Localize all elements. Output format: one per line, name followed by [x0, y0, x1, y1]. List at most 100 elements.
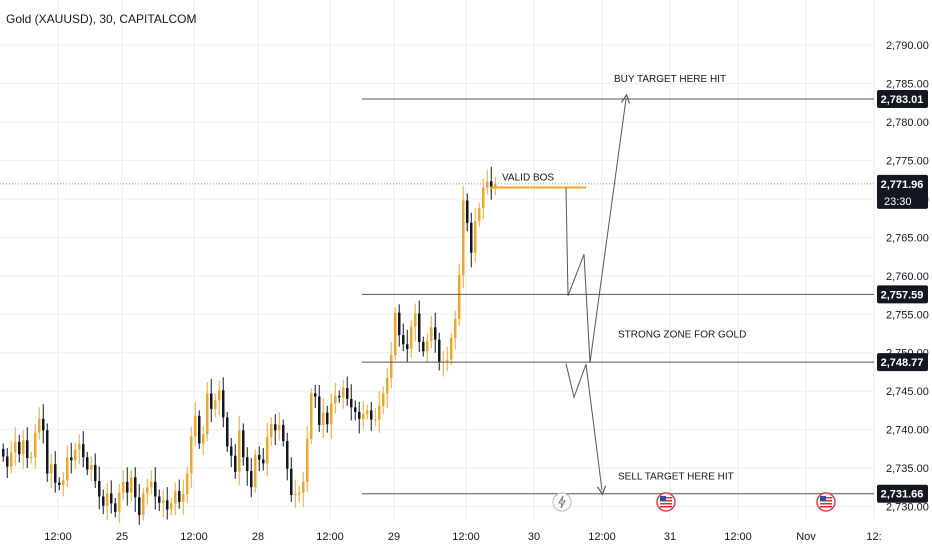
us-flag-canton	[660, 496, 666, 501]
candle-body	[406, 344, 409, 349]
candle-body	[434, 327, 437, 340]
candle-body	[422, 341, 425, 352]
candle-body	[26, 440, 29, 459]
candle-body	[66, 457, 69, 481]
candle-body	[38, 418, 41, 433]
buy-projection-arrow	[565, 99, 626, 363]
candle-body	[398, 312, 401, 336]
candle-body	[454, 318, 457, 339]
us-flag-ring	[816, 492, 836, 512]
candle-body	[302, 481, 305, 493]
x-tick-label: Nov	[796, 531, 816, 543]
candle-body	[290, 468, 293, 495]
y-tick-label: 2,735.00	[886, 463, 929, 475]
candle-body	[338, 395, 341, 398]
chart-title: Gold (XAUUSD), 30, CAPITALCOM	[6, 12, 197, 26]
candle-body	[170, 503, 173, 510]
candle-body	[386, 378, 389, 394]
candle-body	[462, 200, 465, 276]
candle-body	[334, 395, 337, 404]
candle-body	[102, 496, 105, 506]
candle-body	[22, 440, 25, 455]
y-tick-label: 2,745.00	[886, 386, 929, 398]
sell-projection-arrow	[565, 363, 602, 490]
us-flag-stripe	[660, 506, 672, 508]
level-price-tag-label: 2,731.66	[881, 489, 924, 501]
candle-body	[350, 398, 353, 408]
candle-body	[150, 481, 153, 488]
candle-body	[222, 390, 225, 418]
grid-lines	[0, 0, 875, 518]
candle-body	[470, 222, 473, 253]
candle-body	[410, 326, 413, 349]
current-price-tag-label: 2,771.96	[881, 179, 924, 191]
lightning-icon[interactable]	[552, 492, 572, 512]
candle-body	[122, 481, 125, 493]
level-price-tag[interactable]	[877, 353, 928, 372]
candle-body	[254, 454, 257, 488]
level-price-tag[interactable]	[877, 484, 928, 503]
level-price-tag-label: 2,783.01	[881, 94, 924, 106]
candle-body	[78, 444, 81, 450]
x-tick-label: 30	[528, 531, 540, 543]
candle-body	[306, 438, 309, 482]
us-flag-icon[interactable]	[816, 492, 836, 512]
us-flag-icon[interactable]	[656, 492, 676, 512]
candle-body	[94, 464, 97, 482]
y-tick-label: 2,755.00	[886, 309, 929, 321]
candle-body	[186, 473, 189, 495]
candle-body	[322, 412, 325, 425]
candle-body	[310, 393, 313, 439]
x-tick-label: 12:00	[316, 531, 344, 543]
candle-body	[110, 493, 113, 504]
x-tick-label: 31	[664, 531, 676, 543]
candle-body	[266, 437, 269, 464]
candle-body	[130, 477, 133, 493]
candle-body	[126, 481, 129, 493]
candle-body	[446, 359, 449, 362]
candle-body	[54, 464, 57, 483]
candle-body	[166, 500, 169, 510]
candle-body	[294, 494, 297, 496]
current-price-tag[interactable]	[877, 174, 928, 209]
time-axis[interactable]: 12:00 25 12:00 28 12:00 29 12:00 30 12:00 31 12:00…	[44, 531, 881, 543]
candle-body	[46, 430, 49, 474]
candle-body	[142, 493, 145, 515]
candle-body	[394, 312, 397, 356]
candle-body	[10, 452, 13, 467]
candle-body	[458, 275, 461, 319]
level-price-tag[interactable]	[877, 285, 928, 304]
candle-body	[98, 481, 101, 497]
candle-body	[190, 436, 193, 474]
candle-body	[18, 441, 21, 455]
x-tick-label: 12:	[866, 531, 881, 543]
x-tick-label: 12:00	[44, 531, 72, 543]
candle-body	[230, 446, 233, 456]
candle-body	[262, 459, 265, 464]
annotation-label: STRONG ZONE FOR GOLD	[618, 329, 746, 340]
candle-body	[214, 400, 217, 409]
candle-body	[354, 407, 357, 412]
candle-body	[146, 487, 149, 494]
candle-body	[342, 388, 345, 398]
candle-body	[206, 393, 209, 435]
candle-body	[58, 482, 61, 485]
candle-body	[374, 419, 377, 421]
drawings: BUY TARGET HERE HIT VALID BOS STRONG ZONE …	[0, 74, 874, 512]
candle-body	[90, 464, 93, 470]
price-axis[interactable]: 2,730.002,735.002,740.002,745.002,750.00…	[877, 40, 929, 513]
candle-body	[198, 415, 201, 444]
candle-body	[278, 424, 281, 431]
y-tick-label: 2,780.00	[886, 117, 929, 129]
candle-body	[274, 424, 277, 431]
candle-body	[370, 410, 373, 420]
level-price-tag[interactable]	[877, 89, 928, 108]
candle-body	[70, 457, 73, 461]
candle-body	[178, 491, 181, 502]
x-tick-label: 12:00	[452, 531, 480, 543]
candle-body	[330, 403, 333, 425]
candle-body	[438, 339, 441, 362]
candle-body	[450, 338, 453, 360]
candle-body	[174, 491, 177, 504]
